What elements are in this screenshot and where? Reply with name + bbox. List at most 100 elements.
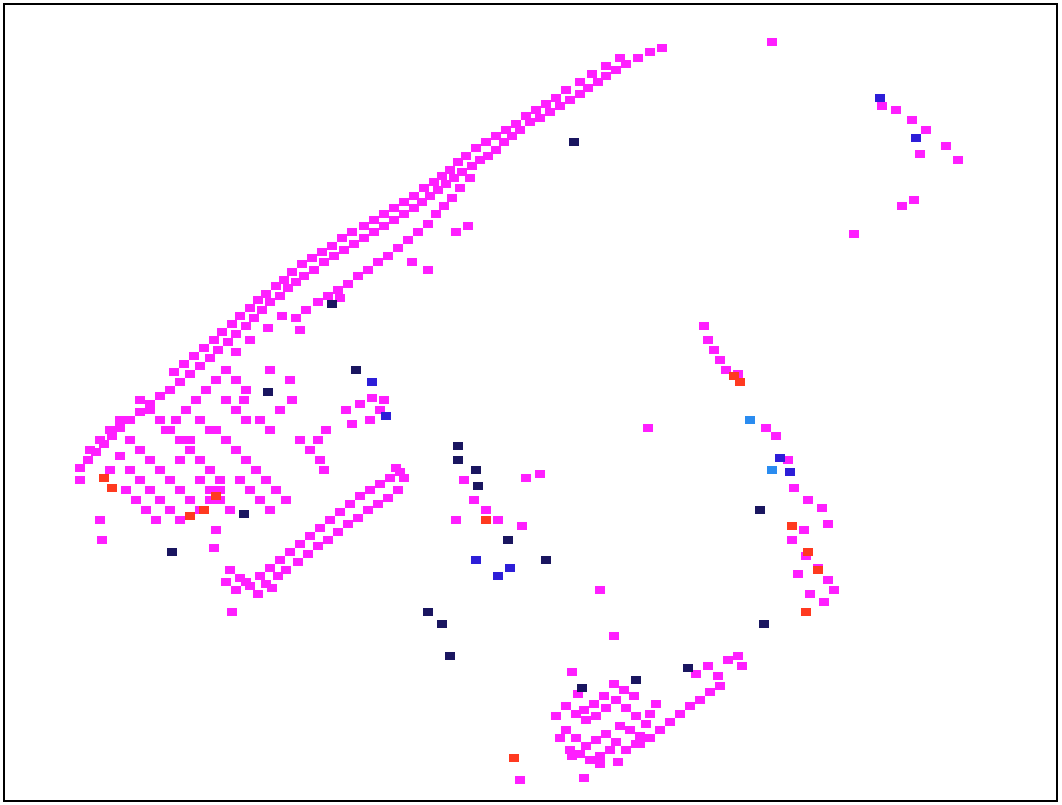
heatmap-cell bbox=[211, 492, 221, 500]
heatmap-cell bbox=[279, 276, 289, 284]
heatmap-cell bbox=[265, 298, 275, 306]
heatmap-cell bbox=[221, 436, 231, 444]
heatmap-cell bbox=[215, 486, 225, 494]
heatmap-cell bbox=[323, 292, 333, 300]
heatmap-cell bbox=[409, 204, 419, 212]
heatmap-cell bbox=[341, 406, 351, 414]
heatmap-cell bbox=[205, 496, 215, 504]
heatmap-cell bbox=[761, 424, 771, 432]
heatmap-cell bbox=[287, 268, 297, 276]
heatmap-cell bbox=[135, 396, 145, 404]
heatmap-cell bbox=[591, 712, 601, 720]
heatmap-cell bbox=[225, 506, 235, 514]
heatmap-cell bbox=[195, 416, 205, 424]
heatmap-cell bbox=[521, 112, 531, 120]
heatmap-cell bbox=[235, 574, 245, 582]
heatmap-cell bbox=[167, 548, 177, 556]
heatmap-cell bbox=[403, 236, 413, 244]
heatmap-cell bbox=[615, 54, 625, 62]
heatmap-cell bbox=[423, 608, 433, 616]
heatmap-cell bbox=[241, 386, 251, 394]
heatmap-cell bbox=[313, 436, 323, 444]
heatmap-cell bbox=[257, 306, 267, 314]
heatmap-cell bbox=[105, 466, 115, 474]
heatmap-plot bbox=[75, 38, 963, 784]
heatmap-cell bbox=[625, 726, 635, 734]
heatmap-cell bbox=[373, 258, 383, 266]
heatmap-cell bbox=[481, 138, 491, 146]
heatmap-cell bbox=[261, 580, 271, 588]
heatmap-cell bbox=[723, 656, 733, 664]
heatmap-cell bbox=[115, 416, 125, 424]
heatmap-cell bbox=[621, 60, 631, 68]
heatmap-cell bbox=[271, 282, 281, 290]
heatmap-cell bbox=[571, 710, 581, 718]
heatmap-cell bbox=[875, 94, 885, 102]
heatmap-cell bbox=[287, 396, 297, 404]
heatmap-cell bbox=[205, 486, 215, 494]
heatmap-cell bbox=[223, 338, 233, 346]
heatmap-cell bbox=[145, 400, 155, 408]
heatmap-cell bbox=[909, 196, 919, 204]
heatmap-cell bbox=[99, 474, 109, 482]
heatmap-cell bbox=[567, 752, 577, 760]
heatmap-cell bbox=[819, 598, 829, 606]
heatmap-cell bbox=[315, 524, 325, 532]
heatmap-cell bbox=[155, 466, 165, 474]
heatmap-cell bbox=[245, 304, 255, 312]
heatmap-cell bbox=[891, 106, 901, 114]
heatmap-cell bbox=[755, 506, 765, 514]
heatmap-cell bbox=[595, 586, 605, 594]
heatmap-cell bbox=[521, 474, 531, 482]
heatmap-cell bbox=[601, 72, 611, 80]
heatmap-cell bbox=[165, 476, 175, 484]
heatmap-cell bbox=[425, 192, 435, 200]
heatmap-cell bbox=[381, 412, 391, 420]
heatmap-cell bbox=[447, 194, 457, 202]
heatmap-cell bbox=[517, 522, 527, 530]
heatmap-cell bbox=[245, 336, 255, 344]
heatmap-cell bbox=[713, 672, 723, 680]
heatmap-cell bbox=[601, 62, 611, 70]
heatmap-cell bbox=[437, 620, 447, 628]
heatmap-cell bbox=[453, 442, 463, 450]
heatmap-cell bbox=[241, 578, 251, 586]
heatmap-cell bbox=[591, 736, 601, 744]
heatmap-cell bbox=[737, 662, 747, 670]
heatmap-cell bbox=[565, 746, 575, 754]
heatmap-cell bbox=[95, 436, 105, 444]
heatmap-cell bbox=[813, 566, 823, 574]
heatmap-cell bbox=[83, 456, 93, 464]
heatmap-cell bbox=[171, 416, 181, 424]
heatmap-cell bbox=[745, 416, 755, 424]
heatmap-cell bbox=[205, 426, 215, 434]
heatmap-cell bbox=[291, 278, 301, 286]
heatmap-cell bbox=[199, 506, 209, 514]
heatmap-cell bbox=[265, 506, 275, 514]
heatmap-cell bbox=[581, 742, 591, 750]
heatmap-cell bbox=[441, 180, 451, 188]
heatmap-cell bbox=[335, 508, 345, 516]
heatmap-cell bbox=[451, 228, 461, 236]
heatmap-cell bbox=[325, 516, 335, 524]
heatmap-cell bbox=[715, 682, 725, 690]
heatmap-cell bbox=[213, 346, 223, 354]
heatmap-cell bbox=[231, 348, 241, 356]
heatmap-cell bbox=[293, 558, 303, 566]
heatmap-cell bbox=[423, 266, 433, 274]
heatmap-cell bbox=[665, 718, 675, 726]
heatmap-cell bbox=[439, 202, 449, 210]
heatmap-cell bbox=[299, 272, 309, 280]
heatmap-cell bbox=[267, 584, 277, 592]
heatmap-cell bbox=[141, 506, 151, 514]
heatmap-cell bbox=[799, 526, 809, 534]
heatmap-cell bbox=[459, 476, 469, 484]
heatmap-cell bbox=[803, 548, 813, 556]
heatmap-cell bbox=[787, 522, 797, 530]
heatmap-cell bbox=[231, 330, 241, 338]
heatmap-cell bbox=[313, 298, 323, 306]
heatmap-cell bbox=[789, 484, 799, 492]
heatmap-cell bbox=[481, 516, 491, 524]
heatmap-cell bbox=[613, 758, 623, 766]
heatmap-cell bbox=[429, 178, 439, 186]
